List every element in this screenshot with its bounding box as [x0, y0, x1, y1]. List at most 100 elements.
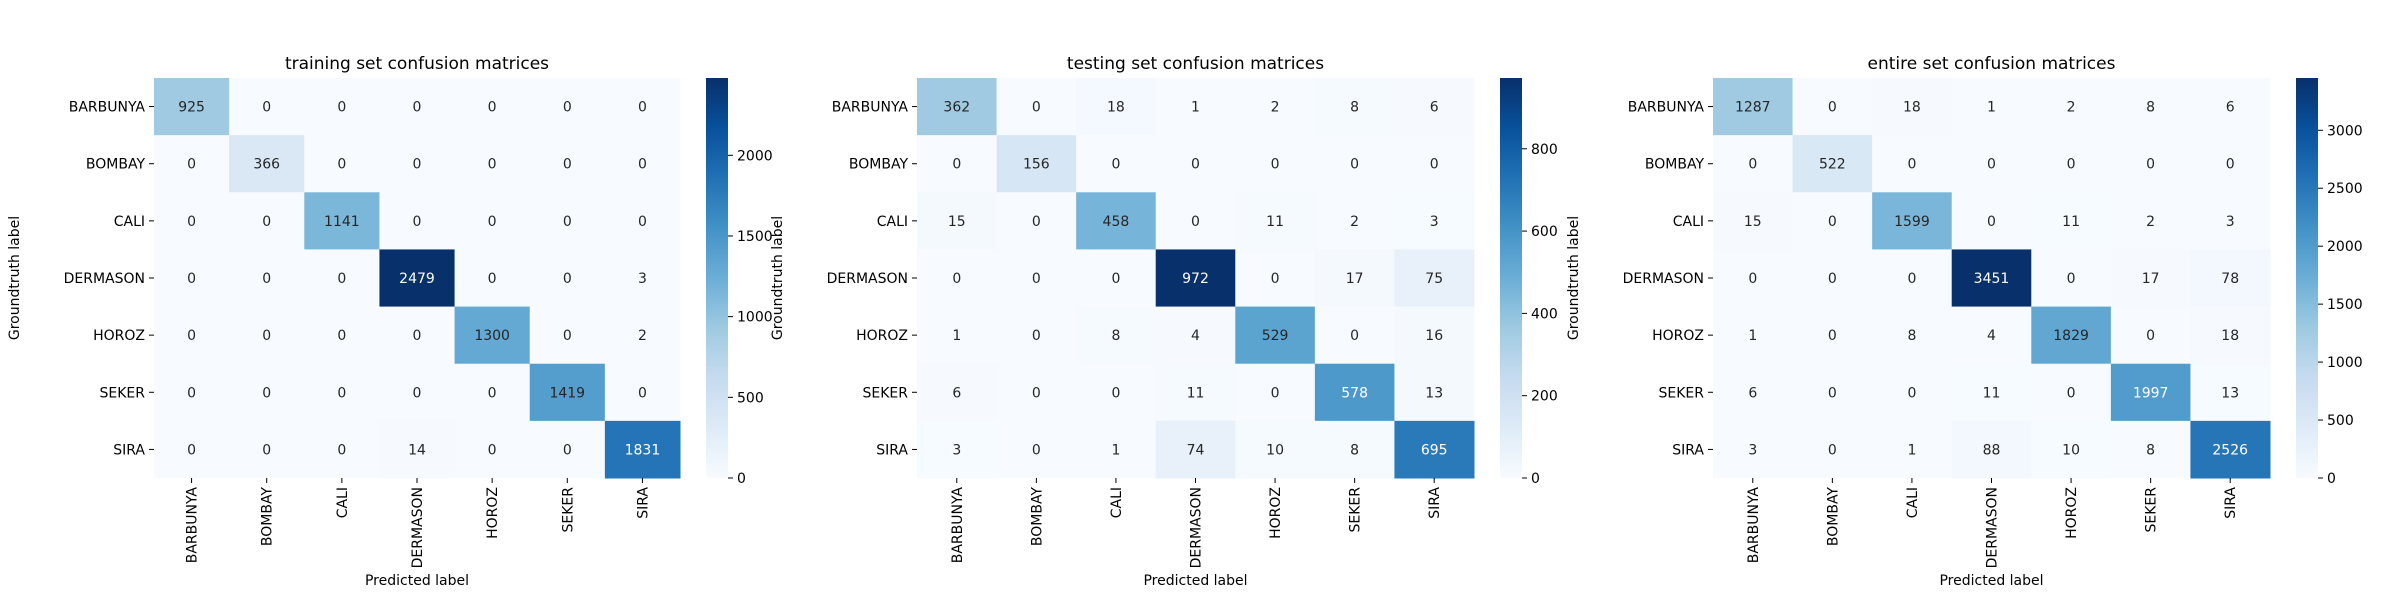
heatmap-cell — [1235, 420, 1316, 479]
heatmap-cell — [1792, 192, 1873, 250]
cell-value-label: 0 — [1271, 385, 1280, 401]
cell-value-label: 0 — [2067, 385, 2076, 401]
heatmap-cell — [1872, 78, 1953, 136]
heatmap-cell — [1076, 135, 1157, 193]
y-tick-label: CALI — [877, 214, 908, 230]
cell-value-label: 0 — [1828, 214, 1837, 230]
colorbar-tick-label: 2000 — [737, 148, 773, 164]
heatmap-cell — [154, 249, 230, 308]
heatmap-cell — [1872, 135, 1953, 193]
cell-value-label: 74 — [1187, 442, 1205, 458]
heatmap-cell — [1394, 78, 1475, 136]
heatmap-cell — [454, 192, 531, 250]
heatmap-cell — [1713, 306, 1794, 365]
cell-value-label: 0 — [1828, 328, 1837, 344]
x-tick-label: BARBUNYA — [185, 487, 201, 564]
x-axis-label: Predicted label — [1143, 573, 1247, 589]
cell-value-label: 0 — [413, 214, 422, 230]
y-tick-label: BARBUNYA — [69, 100, 146, 116]
cell-value-label: 18 — [1903, 100, 1921, 116]
heatmap-cell — [996, 135, 1077, 193]
y-axis-label: Groundtruth label — [770, 216, 786, 340]
colorbar-tick-label: 0 — [2327, 471, 2336, 487]
cell-value-label: 0 — [1032, 328, 1041, 344]
cell-value-label: 0 — [413, 328, 422, 344]
heatmap-cell — [304, 135, 380, 193]
heatmap-cell — [304, 306, 380, 365]
cell-value-label: 972 — [1182, 271, 1209, 287]
heatmap-cell — [2190, 135, 2271, 193]
colorbar-gradient — [706, 78, 728, 478]
cell-value-label: 578 — [1341, 385, 1368, 401]
heatmap-cell — [996, 420, 1077, 479]
heatmap-cell — [454, 306, 531, 365]
cell-value-label: 18 — [1107, 100, 1125, 116]
heatmap-cell — [229, 306, 305, 365]
cell-value-label: 2 — [638, 328, 647, 344]
cell-value-label: 1 — [1748, 328, 1757, 344]
y-axis-label: Groundtruth label — [7, 216, 23, 340]
y-tick-label: DERMASON — [64, 271, 145, 287]
cell-value-label: 6 — [2226, 100, 2235, 116]
heatmap-cell — [154, 78, 230, 136]
cell-value-label: 0 — [1748, 271, 1757, 287]
heatmap-cell — [1872, 249, 1953, 308]
cell-value-label: 0 — [488, 442, 497, 458]
cell-value-label: 8 — [1350, 442, 1359, 458]
heatmap-cell — [1155, 192, 1236, 250]
heatmap-cell — [379, 306, 456, 365]
heatmap-cell — [229, 78, 305, 136]
cell-value-label: 15 — [948, 214, 966, 230]
cell-value-label: 0 — [638, 157, 647, 173]
cell-value-label: 0 — [563, 271, 572, 287]
cell-value-label: 0 — [563, 442, 572, 458]
cell-value-label: 88 — [1983, 442, 2001, 458]
x-tick-label: BOMBAY — [1825, 487, 1841, 547]
cell-value-label: 1300 — [474, 328, 510, 344]
cell-value-label: 0 — [187, 442, 196, 458]
y-tick-label: BOMBAY — [86, 157, 146, 173]
y-tick-label: HOROZ — [93, 328, 145, 344]
heatmap-cell — [2031, 363, 2112, 422]
heatmap-cell — [917, 306, 998, 365]
heatmap-cell — [1951, 192, 2032, 250]
heatmap-cell — [1394, 192, 1475, 250]
cell-value-label: 2 — [1271, 100, 1280, 116]
cell-value-label: 0 — [952, 271, 961, 287]
cell-value-label: 0 — [1430, 157, 1439, 173]
cell-value-label: 0 — [952, 157, 961, 173]
heatmap-cell — [1076, 363, 1157, 422]
x-tick-label: CALI — [1905, 487, 1921, 518]
cell-value-label: 2479 — [399, 271, 435, 287]
cell-value-label: 13 — [1425, 385, 1443, 401]
x-axis-label: Predicted label — [1939, 573, 2043, 589]
heatmap-cell — [1713, 192, 1794, 250]
heatmap-cell — [229, 135, 305, 193]
x-tick-label: HOROZ — [2064, 487, 2080, 539]
heatmap-cell — [917, 135, 998, 193]
heatmap-cell — [1155, 363, 1236, 422]
heatmap-cell — [379, 192, 456, 250]
cell-value-label: 0 — [638, 100, 647, 116]
heatmap-cell — [1314, 420, 1395, 479]
heatmap-cell — [1713, 78, 1794, 136]
heatmap-cell — [1872, 192, 1953, 250]
cell-value-label: 0 — [337, 157, 346, 173]
heatmap-cell — [454, 135, 531, 193]
heatmap-cell — [1394, 249, 1475, 308]
cell-value-label: 0 — [262, 442, 271, 458]
heatmap-cell — [2031, 78, 2112, 136]
cell-value-label: 1419 — [549, 385, 585, 401]
heatmap-cell — [1235, 249, 1316, 308]
cell-value-label: 4 — [1987, 328, 1996, 344]
chart-title: testing set confusion matrices — [1067, 54, 1324, 74]
cell-value-label: 4 — [1191, 328, 1200, 344]
colorbar-tick-label: 400 — [1531, 306, 1558, 322]
cell-value-label: 1 — [1111, 442, 1120, 458]
heatmap-cell — [1076, 420, 1157, 479]
cell-value-label: 0 — [1271, 157, 1280, 173]
cell-value-label: 0 — [1191, 157, 1200, 173]
heatmap-cell — [2110, 78, 2191, 136]
